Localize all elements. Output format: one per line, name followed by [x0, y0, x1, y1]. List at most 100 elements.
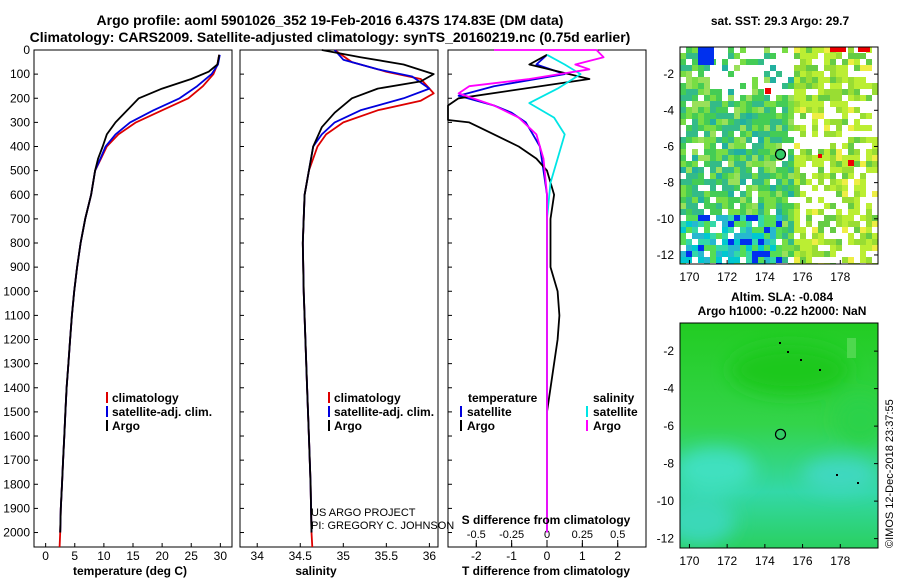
salinity-axis-label: salinity: [295, 564, 337, 578]
map-x-tick-label: 174: [755, 270, 775, 284]
legend-label-climatology: climatology: [112, 391, 179, 405]
legend-label-argo: Argo: [334, 419, 362, 433]
x-tick-label: 35.5: [375, 549, 399, 563]
s-difference-axis-label: S difference from climatology: [462, 513, 631, 527]
legend-label-climatology: climatology: [334, 391, 401, 405]
map-y-tick-label: -10: [657, 494, 675, 508]
sla-float-marker: [774, 428, 787, 440]
x-tick-label: 20: [155, 549, 169, 563]
depth-tick-label: 100: [10, 67, 30, 81]
legend-label-s-argo: Argo: [593, 419, 621, 433]
map-y-tick-label: -8: [663, 457, 674, 471]
map-y-tick-label: -4: [663, 103, 674, 117]
sst-float-marker: [774, 148, 787, 160]
sla-map-title-2: Argo h1000: -0.22 h2000: NaN: [698, 304, 867, 318]
depth-tick-label: 400: [10, 140, 30, 154]
depth-tick-label: 1300: [3, 357, 30, 371]
depth-tick-label: 900: [10, 260, 30, 274]
series-line-t-argo: [447, 54, 591, 533]
depth-tick-label: 1000: [3, 284, 30, 298]
x-tick-label: 2: [614, 549, 621, 563]
imos-stamp: ©IMOS 12-Dec-2018 23:37:55: [884, 399, 896, 548]
x-tick-label: 0: [42, 549, 49, 563]
map-x-tick-label: 176: [793, 270, 813, 284]
map-y-tick-label: -12: [657, 248, 675, 262]
x-tick-label: 35: [337, 549, 351, 563]
difference-plot: -2 -1 0 1 2 -0.5 -0.25 0 0.25 0.5: [447, 49, 625, 563]
depth-tick-label: 600: [10, 188, 30, 202]
s-tick-label: -0.25: [499, 529, 524, 541]
x-tick-label: 10: [97, 549, 111, 563]
s-tick-label: 0: [544, 529, 550, 541]
depth-tick-label: 1800: [3, 477, 30, 491]
salinity-plot: 34 34.5 35 35.5 36: [251, 49, 437, 563]
s-tick-label: -0.5: [467, 529, 486, 541]
x-tick-label: 34.5: [289, 549, 313, 563]
depth-tick-label: 1700: [3, 453, 30, 467]
legend-label-satellite: satellite-adj. clim.: [334, 405, 434, 419]
legend-label-satellite: satellite-adj. clim.: [112, 405, 212, 419]
x-tick-label: 0: [544, 549, 551, 563]
series-line-argo: [301, 49, 435, 533]
depth-tick-label: 1600: [3, 429, 30, 443]
s-tick-label: 0.5: [610, 529, 625, 541]
depth-tick-label: 1500: [3, 405, 30, 419]
depth-tick-label: 300: [10, 115, 30, 129]
legend-label-s-satellite: satellite: [593, 405, 638, 419]
x-tick-label: 30: [214, 549, 228, 563]
map-x-tick-label: 178: [830, 554, 850, 568]
sst-map-title: sat. SST: 29.3 Argo: 29.7: [711, 14, 850, 28]
title-line-2: Climatology: CARS2009. Satellite-adjuste…: [29, 29, 631, 45]
map-x-tick-label: 176: [793, 554, 813, 568]
map-x-tick-label: 172: [717, 270, 737, 284]
depth-tick-label: 1200: [3, 333, 30, 347]
depth-axis: 0 100 200 300 400 500 600 700 800 900 1000 1100 1200…: [3, 43, 452, 540]
legend-label-t-argo: Argo: [467, 419, 495, 433]
sla-map-title-1: Altim. SLA: -0.084: [731, 290, 833, 304]
temperature-panel-frame: [33, 49, 233, 548]
depth-tick-label: 200: [10, 91, 30, 105]
map-x-tick-label: 174: [755, 554, 775, 568]
salinity-panel-frame: [239, 49, 439, 548]
sla-map: [680, 323, 878, 548]
sst-map-frame: [679, 46, 879, 265]
depth-tick-label: 500: [10, 164, 30, 178]
series-line-s-argo: [457, 49, 605, 533]
map-y-tick-label: -12: [657, 532, 675, 546]
temperature-axis-label: temperature (deg C): [73, 564, 187, 578]
map-y-tick-label: -2: [663, 344, 674, 358]
map-y-tick-label: -4: [663, 382, 674, 396]
depth-tick-label: 1900: [3, 501, 30, 515]
map-x-tick-label: 170: [679, 270, 699, 284]
difference-legend: temperature satellite Argo salinity sate…: [460, 391, 638, 433]
map-y-tick-label: -6: [663, 139, 674, 153]
map-y-tick-label: -8: [663, 176, 674, 190]
title-line-1: Argo profile: aoml 5901026_352 19-Feb-20…: [96, 12, 564, 28]
depth-tick-label: 2000: [3, 526, 30, 540]
temperature-legend: climatology satellite-adj. clim. Argo: [106, 391, 212, 433]
x-tick-label: 34: [251, 549, 265, 563]
x-tick-label: 5: [71, 549, 78, 563]
sst-map-axes: 170 172 174 176 178 -2 -4 -6 -8 -10 -12: [657, 67, 878, 284]
x-tick-label: 25: [185, 549, 199, 563]
x-tick-label: -1: [506, 549, 517, 563]
sla-map-frame: [679, 322, 879, 549]
x-tick-label: 36: [423, 549, 437, 563]
legend-label-t-satellite: satellite: [467, 405, 512, 419]
temperature-plot: 0 5 10 15 20 25 30: [42, 54, 228, 563]
depth-tick-label: 800: [10, 236, 30, 250]
map-y-tick-label: -2: [663, 67, 674, 81]
t-difference-axis-label: T difference from climatology: [462, 564, 630, 578]
map-y-tick-label: -6: [663, 419, 674, 433]
project-annotation: US ARGO PROJECT: [311, 507, 416, 519]
depth-tick-label: 1100: [4, 308, 30, 322]
legend-label-argo: Argo: [112, 419, 140, 433]
x-tick-label: 1: [579, 549, 586, 563]
salinity-legend: climatology satellite-adj. clim. Argo: [328, 391, 434, 433]
series-line-argo: [59, 54, 221, 533]
depth-tick-label: 0: [23, 43, 30, 57]
depth-tick-label: 1400: [3, 381, 30, 395]
map-x-tick-label: 178: [830, 270, 850, 284]
depth-tick-label: 700: [10, 212, 30, 226]
